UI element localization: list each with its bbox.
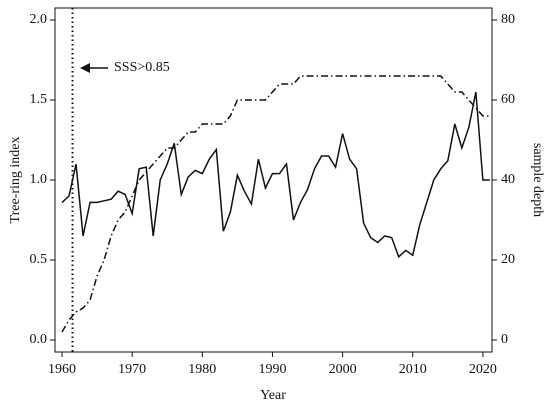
- y-tick-label: 1.0: [30, 172, 48, 187]
- series-line: [61, 75, 490, 333]
- x-tick-label: 1970: [118, 362, 146, 377]
- y-tick-label: 0.5: [30, 252, 48, 267]
- y2-tick-label: 60: [501, 92, 515, 107]
- y2-tick-label: 0: [501, 332, 508, 347]
- x-tick-label: 2000: [329, 362, 357, 377]
- x-tick-label: 2010: [399, 362, 427, 377]
- y-axis-label: Tree-ring index: [8, 137, 23, 224]
- x-tick-label: 1990: [258, 362, 286, 377]
- y2-axis-label: sample depth: [530, 143, 545, 217]
- x-tick-label: 1960: [48, 362, 76, 377]
- y-tick-label: 0.0: [30, 332, 48, 347]
- arrow-head: [80, 63, 90, 73]
- series-line: [61, 91, 490, 259]
- x-tick-label: 2020: [469, 362, 497, 377]
- y2-tick-label: 40: [501, 172, 515, 187]
- y2-tick-label: 80: [501, 12, 515, 27]
- y-tick-label: 2.0: [30, 12, 48, 27]
- annotation: SSS>0.85: [114, 60, 170, 75]
- y-tick-label: 1.5: [30, 92, 48, 107]
- y2-tick-label: 20: [501, 252, 515, 267]
- x-tick-label: 1980: [188, 362, 216, 377]
- x-axis-label: Year: [260, 388, 286, 403]
